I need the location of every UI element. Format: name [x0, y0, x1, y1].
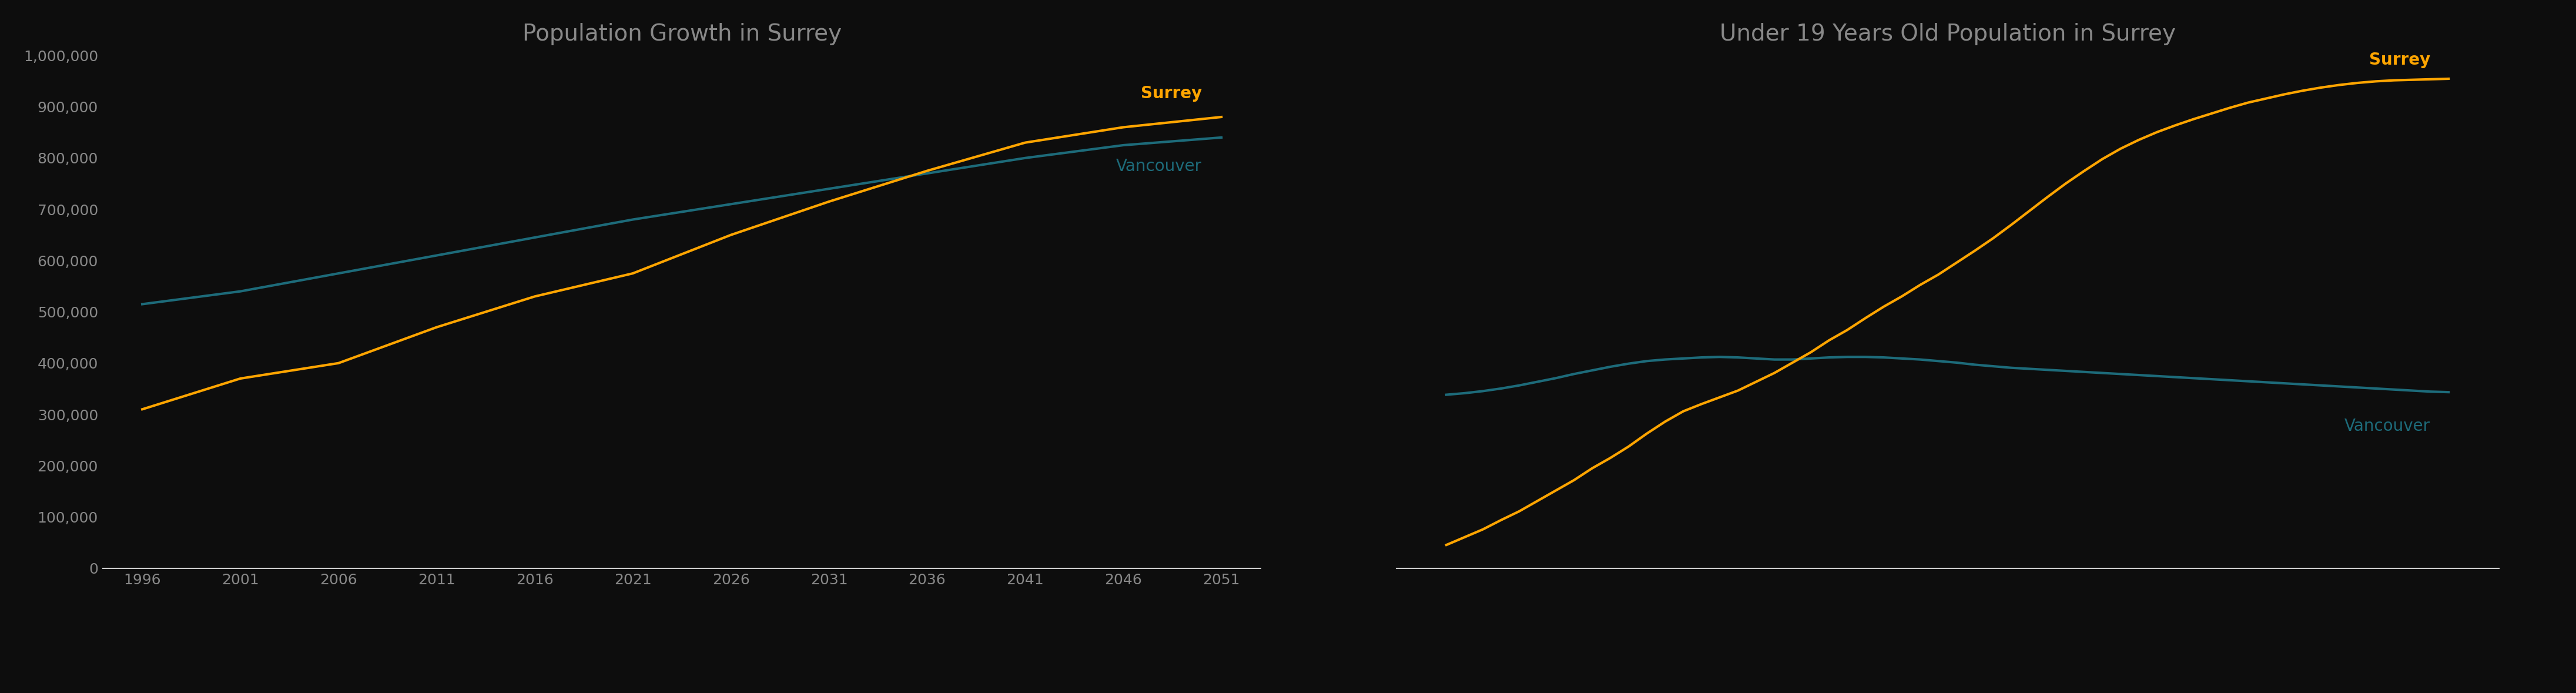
Text: Surrey: Surrey [1141, 85, 1203, 102]
Text: Vancouver: Vancouver [2344, 418, 2429, 435]
Text: Vancouver: Vancouver [1115, 158, 1203, 175]
Text: Surrey: Surrey [2370, 52, 2429, 69]
Title: Population Growth in Surrey: Population Growth in Surrey [523, 23, 842, 46]
Title: Under 19 Years Old Population in Surrey: Under 19 Years Old Population in Surrey [1718, 23, 2177, 46]
